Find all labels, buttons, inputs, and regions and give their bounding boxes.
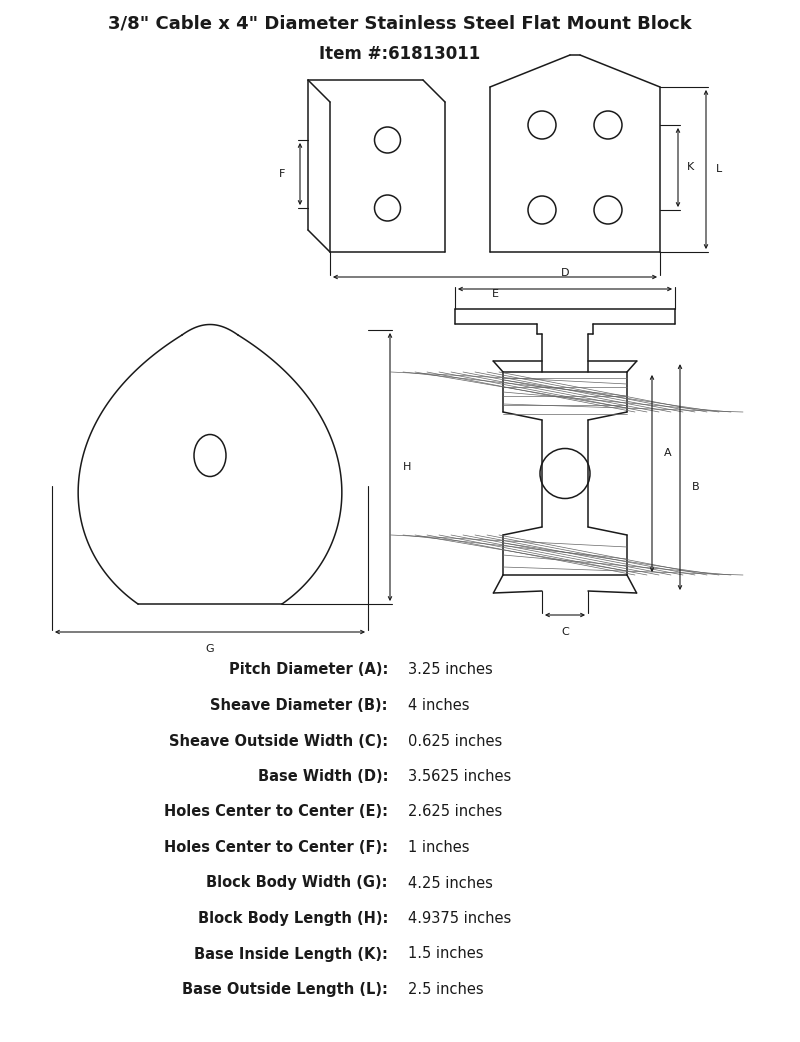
Text: K: K — [687, 163, 694, 173]
Text: Pitch Diameter (A):: Pitch Diameter (A): — [229, 663, 388, 677]
Text: Base Inside Length (K):: Base Inside Length (K): — [194, 946, 388, 962]
Text: Sheave Outside Width (C):: Sheave Outside Width (C): — [169, 734, 388, 748]
Text: A: A — [664, 448, 672, 458]
Text: 3/8" Cable x 4" Diameter Stainless Steel Flat Mount Block: 3/8" Cable x 4" Diameter Stainless Steel… — [108, 15, 692, 33]
Text: 1.5 inches: 1.5 inches — [408, 946, 483, 962]
Text: B: B — [692, 482, 700, 492]
Text: Holes Center to Center (F):: Holes Center to Center (F): — [164, 840, 388, 855]
Text: 1 inches: 1 inches — [408, 840, 470, 855]
Text: 2.625 inches: 2.625 inches — [408, 804, 502, 819]
Text: Sheave Diameter (B):: Sheave Diameter (B): — [210, 698, 388, 713]
Text: F: F — [279, 169, 285, 179]
Text: Base Width (D):: Base Width (D): — [258, 769, 388, 784]
Text: 4 inches: 4 inches — [408, 698, 470, 713]
Text: Holes Center to Center (E):: Holes Center to Center (E): — [164, 804, 388, 819]
Text: 4.25 inches: 4.25 inches — [408, 875, 493, 891]
Text: Base Outside Length (L):: Base Outside Length (L): — [182, 982, 388, 997]
Text: C: C — [561, 627, 569, 637]
Text: Item #:61813011: Item #:61813011 — [319, 45, 481, 63]
Text: 4.9375 inches: 4.9375 inches — [408, 911, 511, 926]
Text: D: D — [561, 268, 570, 278]
Text: Block Body Width (G):: Block Body Width (G): — [206, 875, 388, 891]
Text: 3.5625 inches: 3.5625 inches — [408, 769, 511, 784]
Text: L: L — [716, 165, 722, 174]
Text: 3.25 inches: 3.25 inches — [408, 663, 493, 677]
Text: H: H — [403, 462, 411, 472]
Text: G: G — [206, 644, 214, 654]
Text: 2.5 inches: 2.5 inches — [408, 982, 484, 997]
Text: E: E — [491, 289, 498, 299]
Text: 0.625 inches: 0.625 inches — [408, 734, 502, 748]
Text: Block Body Length (H):: Block Body Length (H): — [198, 911, 388, 926]
